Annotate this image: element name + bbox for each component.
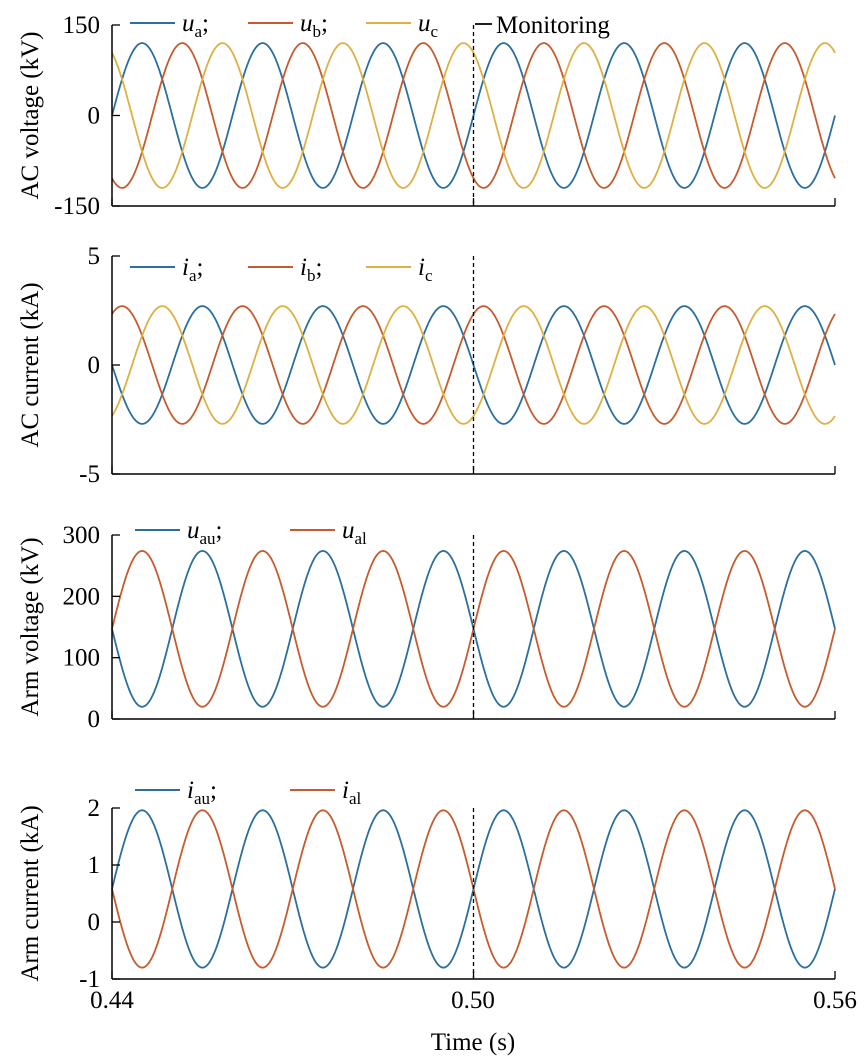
y-tick-label: 0 [88,909,101,936]
x-tick-label: 0.50 [451,987,495,1014]
x-axis-ticklabels: 0.44 0.50 0.56 [90,987,857,1014]
legend-entry: iau; [187,777,217,808]
chart-panel: 5 0 -5 AC current (kA) ia; ib; ic [17,243,836,488]
y-tick-label: -5 [79,461,100,488]
x-tick-label: 0.44 [90,987,134,1014]
event-annotation: Monitoring [496,12,610,39]
x-tick-label: 0.56 [813,987,857,1014]
series-line [111,305,836,425]
series-line [111,42,836,189]
y-tick-label: 200 [63,583,101,610]
y-tick-label: 0 [88,352,101,379]
legend-entry: ia; [182,254,203,285]
y-tick-label: -150 [54,193,100,220]
y-tick-label: 2 [88,795,101,822]
chart-panel: 150 0 -150 AC voltage (kV) ua; ub; uc [17,10,836,220]
legend-entry: ial [342,777,361,808]
y-axis-label: Arm current (kA) [17,805,44,981]
legend-entry: ual [342,517,367,548]
series-line [111,42,836,189]
chart-panel: 2 1 0 -1 Arm current (kA) iau; ial [17,777,836,993]
y-axis-label: Arm voltage (kV) [17,537,44,716]
legend-entry: ib; [300,254,322,285]
y-tick-label: 0 [88,706,101,733]
chart-panel: 300 200 100 0 Arm voltage (kV) uau; ual [17,517,836,733]
y-tick-label: 1 [88,852,101,879]
y-axis-label: AC voltage (kV) [17,31,44,199]
legend-entry: uc [418,10,439,41]
y-tick-label: 300 [63,522,101,549]
series-line [111,42,836,189]
y-tick-label: 150 [63,12,101,39]
y-tick-label: 0 [88,103,101,130]
legend-entry: ic [418,254,433,285]
y-tick-label: -1 [79,966,100,993]
y-tick-label: 100 [63,645,101,672]
x-axis-label: Time (s) [431,1029,516,1056]
legend-entry: ub; [300,10,328,41]
legend-entry: ua; [182,10,209,41]
y-axis-label: AC current (kA) [17,282,44,447]
y-tick-label: 5 [88,243,101,270]
legend-entry: uau; [187,517,223,548]
chart-panels: 150 0 -150 AC voltage (kV) ua; ub; uc 5 0 -5 AC cu… [17,10,836,993]
